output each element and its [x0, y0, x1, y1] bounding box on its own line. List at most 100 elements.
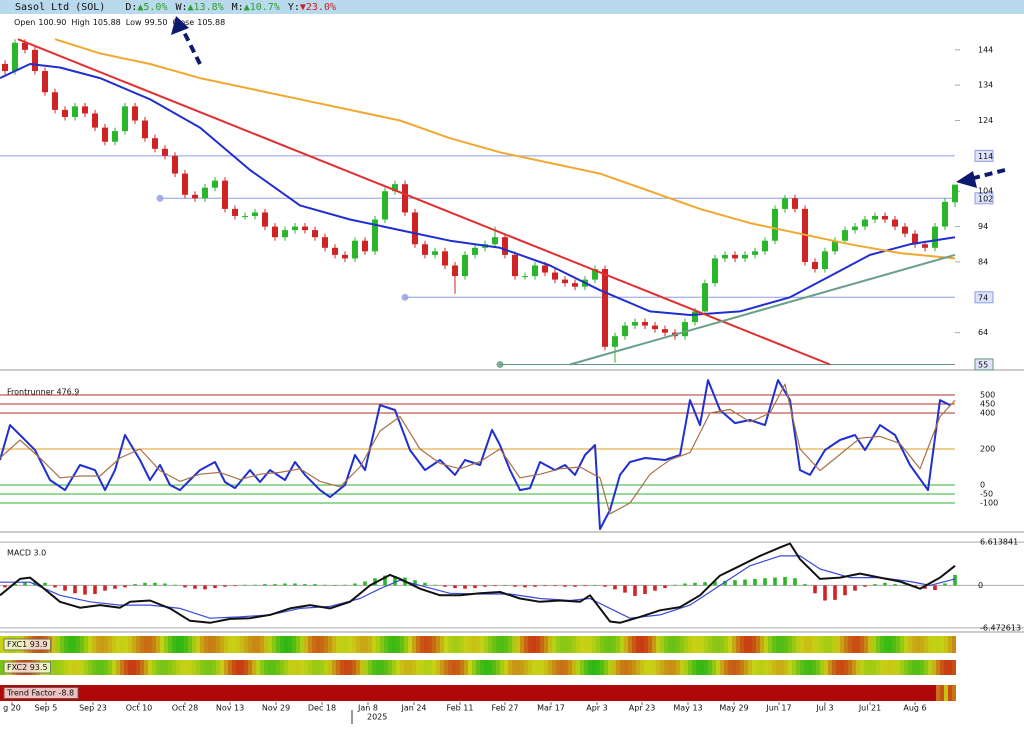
- strip-cell: [196, 636, 200, 653]
- strip-cell: [644, 685, 648, 701]
- strip-cell: [196, 660, 200, 675]
- candle-body: [572, 283, 578, 287]
- strip-cell: [396, 660, 400, 675]
- strip-cell: [604, 685, 608, 701]
- strip-cell: [372, 660, 376, 675]
- histogram-bar: [433, 584, 437, 586]
- strip-cell: [696, 685, 700, 701]
- strip-cell: [540, 685, 544, 701]
- strip-cell: [256, 685, 260, 701]
- strip-cell: [300, 660, 304, 675]
- strip-cell: [348, 636, 352, 653]
- strip-cell: [136, 660, 140, 675]
- histogram-bar: [523, 585, 527, 588]
- strip-cell: [252, 636, 256, 653]
- strip-cell: [808, 685, 812, 701]
- quote-value: 105.88: [93, 18, 121, 27]
- strip-label-box: [3, 638, 52, 651]
- strip-cell: [844, 660, 848, 675]
- strip-cell: [664, 660, 668, 675]
- histogram-bar: [233, 585, 237, 587]
- strip-cell: [480, 660, 484, 675]
- candle-body: [62, 109, 68, 117]
- strip-cell: [556, 660, 560, 675]
- strip-cell: [336, 685, 340, 701]
- strip-cell: [688, 636, 692, 653]
- strip-cell: [868, 685, 872, 701]
- candle-body: [302, 226, 308, 231]
- strip-cell: [228, 636, 232, 653]
- strip-cell: [436, 685, 440, 701]
- strip-cell: [284, 685, 288, 701]
- strip-cell: [176, 636, 180, 653]
- candle-body: [682, 322, 688, 337]
- strip-cell: [592, 636, 596, 653]
- strip-cell: [0, 636, 4, 653]
- strip-cell: [420, 636, 424, 653]
- candle-body: [522, 276, 528, 278]
- strip-cell: [304, 636, 308, 653]
- strip-cell: [500, 685, 504, 701]
- x-tick-label: Oct 28: [172, 704, 199, 713]
- strip-cell: [900, 636, 904, 653]
- candle-body: [382, 191, 388, 220]
- strip-cell: [768, 685, 772, 701]
- strip-cell: [444, 660, 448, 675]
- strip-cell: [868, 636, 872, 653]
- strip-cell: [580, 660, 584, 675]
- histogram-bar: [363, 581, 367, 586]
- candle-body: [872, 215, 878, 220]
- level-dot: [401, 293, 409, 301]
- strip-cell: [324, 636, 328, 653]
- candle-body: [32, 49, 38, 72]
- x-tick-label: Jan 8: [357, 704, 378, 713]
- strip-cell: [332, 636, 336, 653]
- strip-cell: [480, 685, 484, 701]
- strip-cell: [452, 636, 456, 653]
- strip-cell: [868, 660, 872, 675]
- strip-cell: [224, 660, 228, 675]
- strip-cell: [296, 636, 300, 653]
- strip-cell: [820, 636, 824, 653]
- histogram-bar: [503, 585, 507, 586]
- strip-cell: [828, 660, 832, 675]
- strip-cell: [736, 636, 740, 653]
- strip-cell: [684, 636, 688, 653]
- strip-cell: [896, 685, 900, 701]
- strip-cell: [600, 660, 604, 675]
- histogram-bar: [793, 578, 797, 586]
- strip-cell: [80, 660, 84, 675]
- x-tick-label: Jul 21: [858, 704, 881, 713]
- histogram-bar: [153, 582, 157, 586]
- x-tick-label: Dec 18: [308, 704, 336, 713]
- strip-cell: [552, 685, 556, 701]
- strip-cell: [400, 685, 404, 701]
- strip-cell: [308, 660, 312, 675]
- strip-cell: [508, 660, 512, 675]
- candle-body: [192, 194, 198, 199]
- strip-cell: [724, 636, 728, 653]
- strip-cell: [332, 660, 336, 675]
- x-tick-label: Sep 5: [35, 704, 58, 713]
- histogram-bar: [173, 584, 177, 586]
- strip-cell: [236, 660, 240, 675]
- histogram-bar: [303, 584, 307, 586]
- y-tick-label: 124: [978, 116, 993, 125]
- candle-body: [832, 240, 838, 252]
- candle-body: [102, 127, 108, 142]
- candle-body: [632, 322, 638, 326]
- histogram-bar: [13, 584, 17, 586]
- strip-label-box: [3, 661, 52, 674]
- histogram-bar: [753, 578, 757, 586]
- strip-cell: [232, 660, 236, 675]
- strip-cell: [80, 636, 84, 653]
- strip-cell: [548, 685, 552, 701]
- strip-cell: [836, 660, 840, 675]
- strip-cell: [204, 685, 208, 701]
- strip-cell: [180, 636, 184, 653]
- strip-cell: [272, 660, 276, 675]
- strip-cell: [468, 685, 472, 701]
- strip-cell: [124, 660, 128, 675]
- candle-body: [72, 106, 78, 117]
- strip-cell: [244, 636, 248, 653]
